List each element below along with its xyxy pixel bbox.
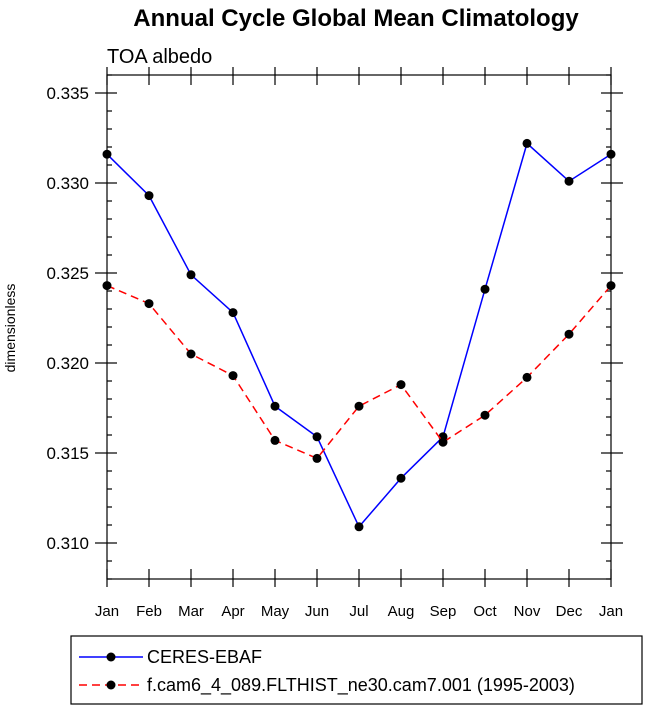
series-1-point <box>396 473 406 483</box>
series-2-point <box>354 401 364 411</box>
x-tick-label: Aug <box>388 603 415 620</box>
chart-title: Annual Cycle Global Mean Climatology <box>133 5 579 32</box>
x-tick-label: May <box>261 603 290 620</box>
series-2-point <box>606 281 616 291</box>
legend-marker-2 <box>106 680 116 690</box>
y-axis-label: dimensionless <box>2 284 18 373</box>
legend-marker-1 <box>106 652 116 662</box>
series-1-point <box>480 284 490 294</box>
series-1-point <box>564 176 574 186</box>
series-1-point <box>186 270 196 280</box>
x-tick-label: Sep <box>430 603 457 620</box>
legend-items: CERES-EBAF f.cam6_4_089.FLTHIST_ne30.cam7… <box>79 647 575 696</box>
series-1-point <box>228 308 238 318</box>
x-tick-label: Jun <box>305 603 329 620</box>
series-line-1 <box>106 142 612 529</box>
series-line-2 <box>106 284 612 460</box>
legend-box <box>70 635 643 705</box>
series-1-point <box>354 522 364 532</box>
series-2-point <box>522 372 532 382</box>
series-1-point <box>606 149 616 159</box>
series-1-point <box>102 149 112 159</box>
series-1-point <box>522 138 532 148</box>
series-2-point <box>186 349 196 359</box>
y-tick-label: 0.315 <box>46 444 89 463</box>
series-2-point <box>102 281 112 291</box>
x-tick-label: Mar <box>178 603 204 620</box>
series-2-point <box>270 435 280 445</box>
series-layer <box>102 138 616 532</box>
y-tick-label: 0.320 <box>46 354 89 373</box>
series-1-point <box>270 401 280 411</box>
legend-label-2: f.cam6_4_089.FLTHIST_ne30.cam7.001 (1995… <box>147 675 575 696</box>
x-tick-label: Feb <box>136 603 162 620</box>
x-tick-label: Dec <box>556 603 583 620</box>
legend: CERES-EBAF f.cam6_4_089.FLTHIST_ne30.cam7… <box>70 635 643 705</box>
x-tick-label: Oct <box>473 603 497 620</box>
series-2-point <box>312 453 322 463</box>
series-1-point <box>312 432 322 442</box>
x-tick-label: Nov <box>514 603 541 620</box>
series-2-point <box>228 371 238 381</box>
series-2-point <box>438 437 448 447</box>
series-2-point <box>396 380 406 390</box>
series-1-point <box>144 191 154 201</box>
chart-subtitle: TOA albedo <box>107 46 212 68</box>
tick-group: 0.310 0.315 0.320 0.325 0.330 0.335 Jan Feb Mar A… <box>46 67 623 620</box>
series-2-point <box>144 299 154 309</box>
y-tick-label: 0.310 <box>46 534 89 553</box>
y-tick-label: 0.325 <box>46 264 89 283</box>
series-2-point <box>564 329 574 339</box>
y-tick-label: 0.330 <box>46 174 89 193</box>
legend-label-1: CERES-EBAF <box>147 647 262 667</box>
x-tick-label: Jan <box>95 603 119 620</box>
x-tick-label: Jul <box>349 603 368 620</box>
x-tick-label: Apr <box>221 603 244 620</box>
y-tick-label: 0.335 <box>46 84 89 103</box>
series-2-point <box>480 410 490 420</box>
x-tick-label: Jan <box>599 603 623 620</box>
